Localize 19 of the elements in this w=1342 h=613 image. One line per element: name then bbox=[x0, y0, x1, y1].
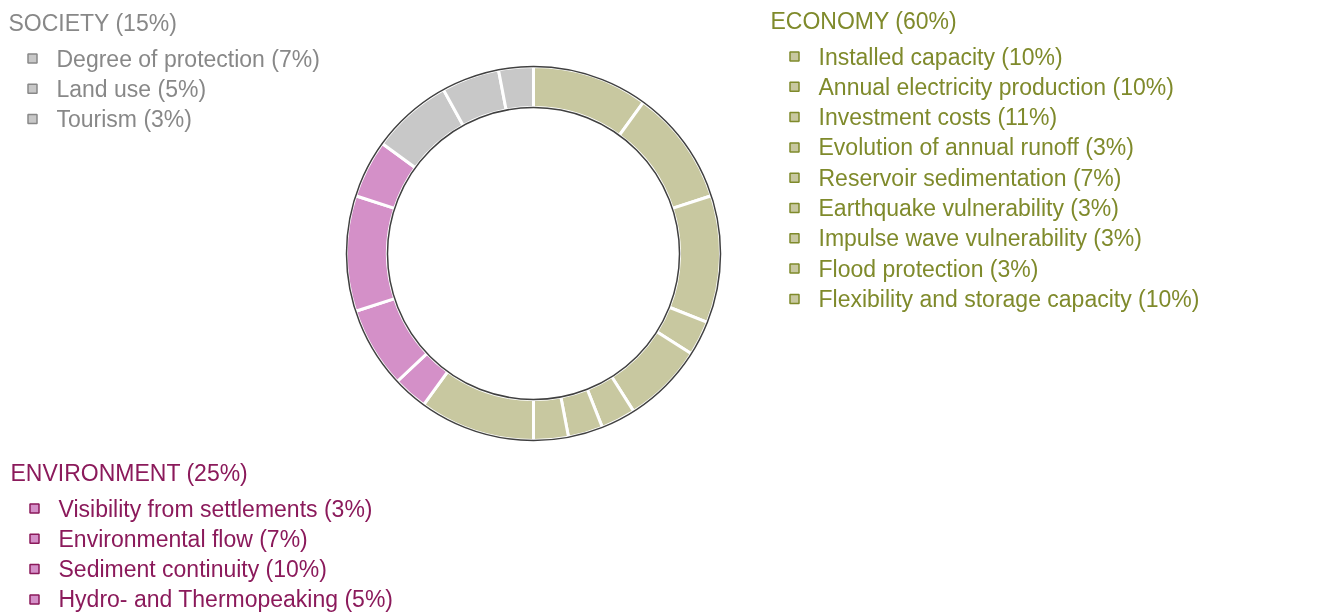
legend-label: Investment costs (11%) bbox=[818, 104, 1058, 131]
legend-label: Impulse wave vulnerability (3%) bbox=[818, 225, 1142, 252]
legend-label: Flexibility and storage capacity (10%) bbox=[818, 285, 1200, 312]
legend-label: Earthquake vulnerability (3%) bbox=[818, 195, 1119, 221]
legend-label: Sediment continuity (10%) bbox=[58, 556, 327, 583]
legend-label: Degree of protection (7%) bbox=[56, 45, 320, 72]
legend-label: Annual electricity production (10%) bbox=[818, 73, 1174, 100]
text: ECONOMY (60%) bbox=[770, 7, 957, 34]
legend-label: Evolution of annual runoff (3%) bbox=[818, 134, 1134, 161]
text: SOCIETY (15%) bbox=[8, 9, 177, 36]
text: ENVIRONMENT (25%) bbox=[10, 459, 248, 486]
legend-label: Flood protection (3%) bbox=[818, 255, 1039, 282]
legend-label: Reservoir sedimentation (7%) bbox=[818, 164, 1122, 191]
legend-label: Hydro- and Thermopeaking (5%) bbox=[58, 586, 394, 613]
legend-label: Land use (5%) bbox=[56, 75, 207, 102]
legend-label: Installed capacity (10%) bbox=[818, 43, 1063, 70]
legend-label: Environmental flow (7%) bbox=[58, 525, 308, 552]
legend-label: Tourism (3%) bbox=[56, 106, 192, 133]
legend-label: Visibility from settlements (3%) bbox=[58, 495, 373, 522]
